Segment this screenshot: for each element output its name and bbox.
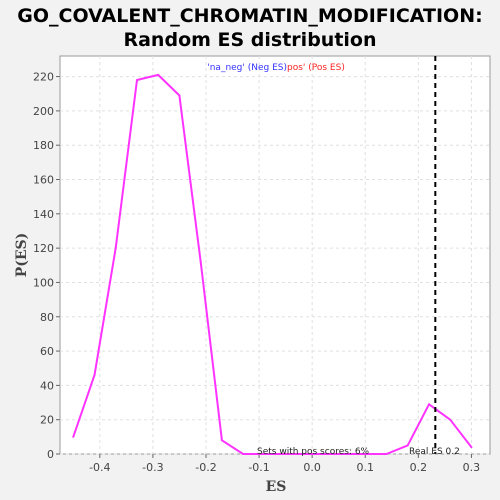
data-point [178,94,181,97]
y-tick-label: 220 [33,71,54,84]
pos-scores-annotation: Sets with pos scores: 6% [257,447,370,457]
real-es-annotation: Real ES 0.2 [409,447,460,457]
grid [60,56,490,455]
x-axis-label: ES [266,479,287,495]
chart-title-line-2: Random ES distribution [123,29,376,51]
data-point [93,374,96,377]
data-point [327,453,330,455]
series-line [72,73,473,455]
chart-title-line-1: GO_COVALENT_CHROMATIN_MODIFICATION: [17,5,482,27]
x-tick-label: 0.2 [410,461,428,474]
data-point [157,73,160,76]
x-tick-label: 0.0 [303,461,321,474]
data-point [305,453,308,455]
data-point [114,247,117,250]
data-point [135,79,138,82]
x-tick-label: -0.4 [89,461,110,474]
data-point [284,453,287,455]
plot-area [59,55,491,455]
data-point [406,444,409,447]
y-tick-label: 140 [33,208,54,221]
y-axis-label: P(ES) [14,233,30,278]
data-point [449,418,452,421]
x-tick-label: -0.2 [195,461,216,474]
y-tick-label: 60 [40,345,54,358]
data-point [72,435,75,438]
y-tick-label: 120 [33,242,54,255]
data-point [199,260,202,263]
x-tick-label: 0.3 [463,461,481,474]
y-tick-label: 180 [33,139,54,152]
legend-pos-label: pos' (Pos ES) [287,63,345,73]
x-tick-label: 0.1 [356,461,374,474]
series-layer [72,73,473,455]
data-point [470,446,473,449]
legend-neg-label: 'na_neg' (Neg ES) [207,63,287,73]
y-tick-label: 40 [40,379,54,392]
y-tick-label: 200 [33,105,54,118]
y-tick-label: 80 [40,311,54,324]
axes: -0.4 -0.3 -0.2 -0.1 0.0 0.1 0.2 0.3 0 20 40 60 80 100… [33,71,480,474]
data-point [263,453,266,455]
y-tick-label: 160 [33,174,54,187]
y-tick-label: 0 [47,448,54,461]
x-tick-label: -0.3 [142,461,163,474]
x-tick-label: -0.1 [248,461,269,474]
data-point [369,453,372,455]
data-point [348,453,351,455]
data-point [242,453,245,455]
data-point [220,439,223,442]
data-point [385,453,388,455]
y-tick-label: 20 [40,414,54,427]
data-point [427,403,430,406]
y-tick-label: 100 [33,276,54,289]
